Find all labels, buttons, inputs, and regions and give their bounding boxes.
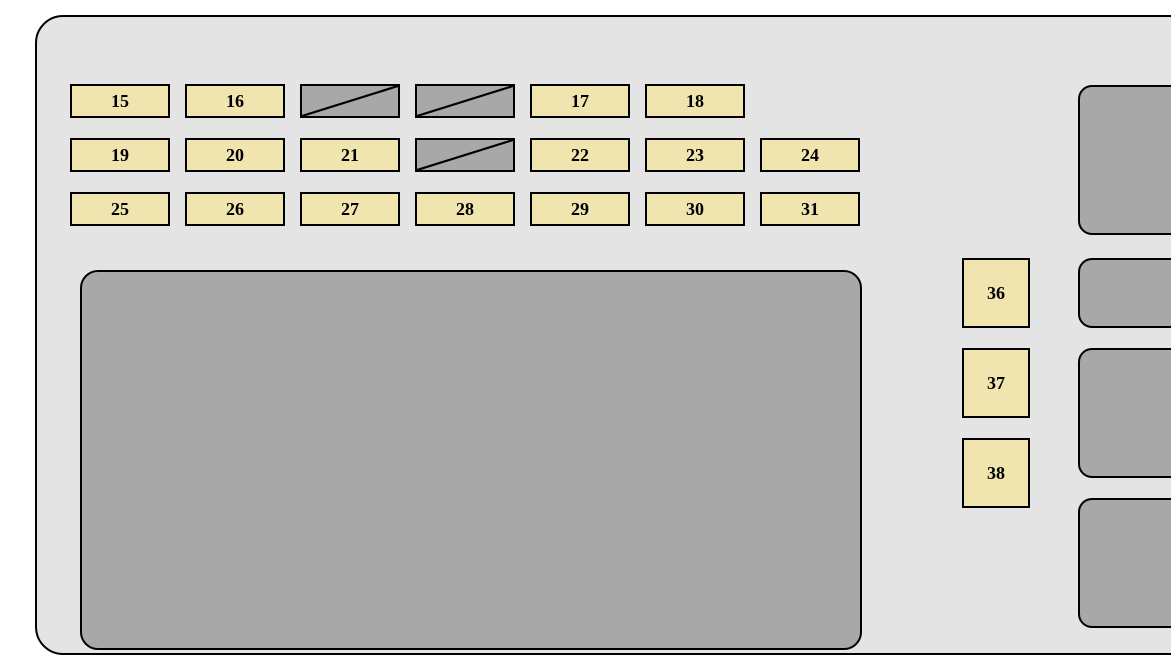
fuse-slot: 31 bbox=[760, 192, 860, 226]
fuse-slot-empty bbox=[300, 84, 400, 118]
fuse-slot: 22 bbox=[530, 138, 630, 172]
fuse-slot: 36 bbox=[962, 258, 1030, 328]
fuse-row-3: 25 26 27 28 29 30 31 bbox=[70, 192, 860, 226]
diagram-canvas: 15 16 17 18 19 20 21 22 23 24 25 26 27 2… bbox=[0, 0, 1171, 614]
square-fuse-column: 36 37 38 bbox=[962, 258, 1030, 508]
relay-block bbox=[80, 270, 862, 650]
right-block bbox=[1078, 85, 1171, 235]
fuse-row-1: 15 16 17 18 bbox=[70, 84, 745, 118]
fuse-slot: 29 bbox=[530, 192, 630, 226]
fuse-slot-empty bbox=[415, 138, 515, 172]
fuse-slot: 23 bbox=[645, 138, 745, 172]
fuse-slot: 28 bbox=[415, 192, 515, 226]
fuse-slot: 26 bbox=[185, 192, 285, 226]
fuse-slot-empty bbox=[415, 84, 515, 118]
fuse-slot: 30 bbox=[645, 192, 745, 226]
right-block bbox=[1078, 258, 1171, 328]
fuse-row-2: 19 20 21 22 23 24 bbox=[70, 138, 860, 172]
fuse-slot: 21 bbox=[300, 138, 400, 172]
fuse-slot: 17 bbox=[530, 84, 630, 118]
right-block bbox=[1078, 348, 1171, 478]
fuse-slot: 20 bbox=[185, 138, 285, 172]
fuse-slot: 27 bbox=[300, 192, 400, 226]
right-block bbox=[1078, 498, 1171, 628]
fuse-slot: 16 bbox=[185, 84, 285, 118]
fuse-slot: 19 bbox=[70, 138, 170, 172]
fuse-slot: 37 bbox=[962, 348, 1030, 418]
fuse-slot: 18 bbox=[645, 84, 745, 118]
fuse-slot: 38 bbox=[962, 438, 1030, 508]
fuse-slot: 25 bbox=[70, 192, 170, 226]
fuse-slot: 15 bbox=[70, 84, 170, 118]
fuse-slot: 24 bbox=[760, 138, 860, 172]
